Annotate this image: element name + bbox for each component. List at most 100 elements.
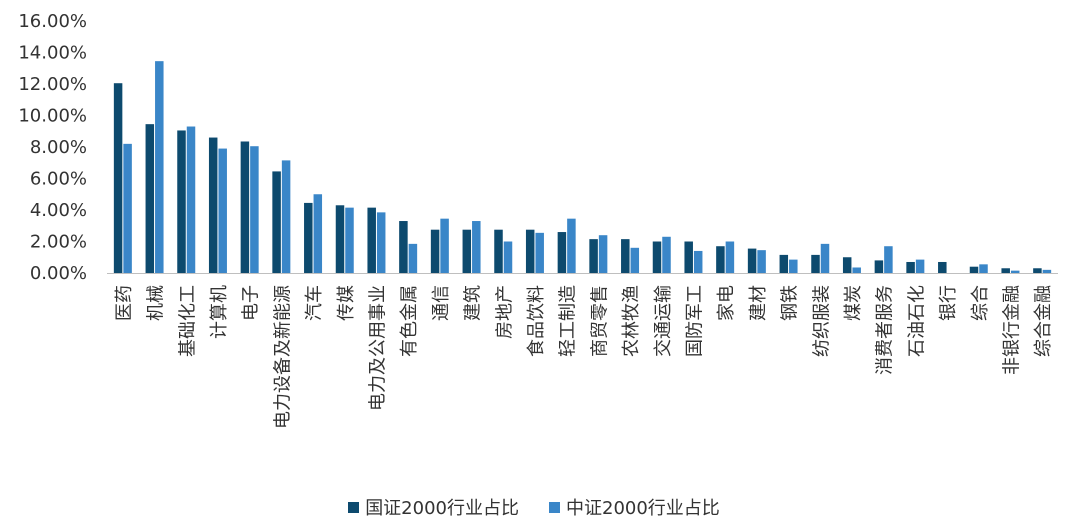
x-tick-label: 建材 [748, 285, 769, 321]
bar-series-1 [304, 202, 313, 273]
legend-label-series-2: 中证2000行业占比 [566, 498, 720, 519]
x-tick-label: 电子 [241, 285, 262, 321]
x-tick-label: 交通运输 [653, 285, 674, 357]
x-tick-label: 农林牧渔 [621, 285, 642, 357]
y-tick-label: 6.00% [30, 169, 87, 190]
legend-swatch-series-1 [348, 501, 360, 513]
bar-series-1 [430, 229, 440, 273]
bar-series-2 [1010, 270, 1020, 273]
bar-series-1 [240, 141, 250, 273]
bar-series-1 [113, 83, 123, 274]
x-tick-label: 国防军工 [684, 285, 705, 357]
bar-series-1 [779, 254, 789, 273]
bar-series-2 [662, 236, 671, 273]
bars-group [113, 61, 1052, 274]
bar-series-2 [408, 243, 418, 273]
x-tick-label: 建筑 [463, 285, 484, 321]
bar-series-1 [684, 241, 693, 273]
bar-series-1 [906, 261, 915, 273]
x-tick-label: 综合金融 [1033, 285, 1054, 357]
bar-series-1 [811, 254, 820, 273]
bar-series-2 [725, 241, 735, 273]
bar-series-2 [281, 160, 291, 273]
bar-series-2 [503, 241, 513, 273]
x-tick-label: 房地产 [494, 285, 515, 339]
x-tick-label: 综合 [970, 285, 991, 321]
x-tick-label: 消费者服务 [875, 285, 896, 375]
bar-series-2 [852, 267, 861, 273]
bar-series-2 [472, 221, 481, 273]
bar-series-1 [462, 229, 472, 273]
bar-series-2 [1042, 269, 1052, 273]
bar-series-2 [820, 243, 830, 273]
y-tick-label: 14.00% [18, 43, 87, 64]
bar-series-1 [1001, 268, 1010, 273]
bar-series-1 [208, 137, 218, 273]
x-tick-label: 有色金属 [399, 285, 420, 357]
bar-series-2 [535, 232, 544, 273]
bar-series-2 [376, 212, 386, 273]
bar-series-2 [440, 218, 449, 273]
x-tick-label: 通信 [431, 285, 452, 321]
bar-series-1 [272, 171, 281, 273]
x-tick-label: 电力设备及新能源 [272, 285, 293, 429]
bar-series-1 [399, 221, 408, 273]
x-tick-label: 汽车 [304, 285, 325, 321]
bar-series-1 [938, 261, 947, 273]
legend-label-series-1: 国证2000行业占比 [365, 498, 519, 519]
legend: 国证2000行业占比 中证2000行业占比 [0, 494, 1068, 520]
y-tick-label: 12.00% [18, 74, 87, 95]
bar-series-2 [250, 146, 259, 273]
legend-swatch-series-2 [549, 501, 560, 513]
bar-series-1 [145, 124, 155, 273]
x-tick-label: 煤炭 [843, 285, 864, 321]
x-tick-label: 医药 [114, 285, 135, 321]
bar-series-2 [757, 250, 766, 273]
bar-series-1 [1033, 268, 1042, 273]
x-tick-label: 电力及公用事业 [367, 285, 388, 411]
bar-series-1 [177, 130, 186, 273]
bar-series-2 [567, 218, 576, 273]
bar-chart: 0.00% 2.00% 4.00% 6.00% 8.00% 10.00% 12.00% 14.… [18, 11, 1058, 429]
x-tick-label: 机械 [146, 285, 167, 321]
bar-series-2 [345, 207, 354, 273]
bar-series-1 [494, 229, 503, 273]
bar-series-1 [874, 260, 884, 273]
x-tick-label: 计算机 [209, 285, 230, 339]
bar-series-2 [123, 143, 132, 273]
x-tick-label: 食品饮料 [526, 285, 547, 357]
bar-series-1 [652, 241, 662, 273]
bar-series-1 [557, 232, 567, 273]
bar-series-1 [589, 239, 598, 273]
bar-series-2 [884, 246, 893, 273]
legend-item-series-1: 国证2000行业占比 [348, 494, 519, 520]
bar-series-2 [630, 247, 640, 273]
x-tick-label: 银行 [938, 285, 959, 321]
bar-series-2 [155, 61, 164, 273]
x-tick-label: 家电 [716, 285, 737, 321]
x-tick-label: 纺织服装 [811, 285, 832, 357]
bar-series-1 [716, 246, 725, 273]
y-tick-label: 2.00% [30, 232, 87, 253]
bar-series-1 [842, 257, 852, 273]
x-tick-label: 非银行金融 [1001, 285, 1022, 375]
bar-series-1 [621, 239, 630, 273]
bar-series-2 [218, 148, 227, 273]
y-tick-label: 16.00% [18, 11, 87, 32]
bar-series-1 [367, 207, 376, 273]
bar-series-2 [693, 250, 703, 273]
x-tick-label: 钢铁 [780, 285, 801, 321]
x-axis-labels: 医药 机械 基础化工 计算机 电子 电力设备及新能源 汽车 传媒 电力及公用事业 有色金属 通信 建筑… [114, 285, 1054, 429]
x-tick-label: 石油石化 [906, 285, 927, 357]
bar-series-1 [335, 205, 345, 273]
x-tick-label: 商贸零售 [589, 285, 610, 357]
y-tick-label: 4.00% [30, 200, 87, 221]
bar-series-2 [598, 235, 608, 273]
y-tick-label: 8.00% [30, 137, 87, 158]
bar-series-1 [747, 248, 757, 273]
x-tick-label: 轻工制造 [558, 285, 579, 357]
bar-series-1 [525, 229, 535, 273]
bar-series-2 [979, 264, 988, 273]
x-tick-label: 传媒 [336, 285, 357, 321]
bar-series-2 [789, 259, 798, 273]
